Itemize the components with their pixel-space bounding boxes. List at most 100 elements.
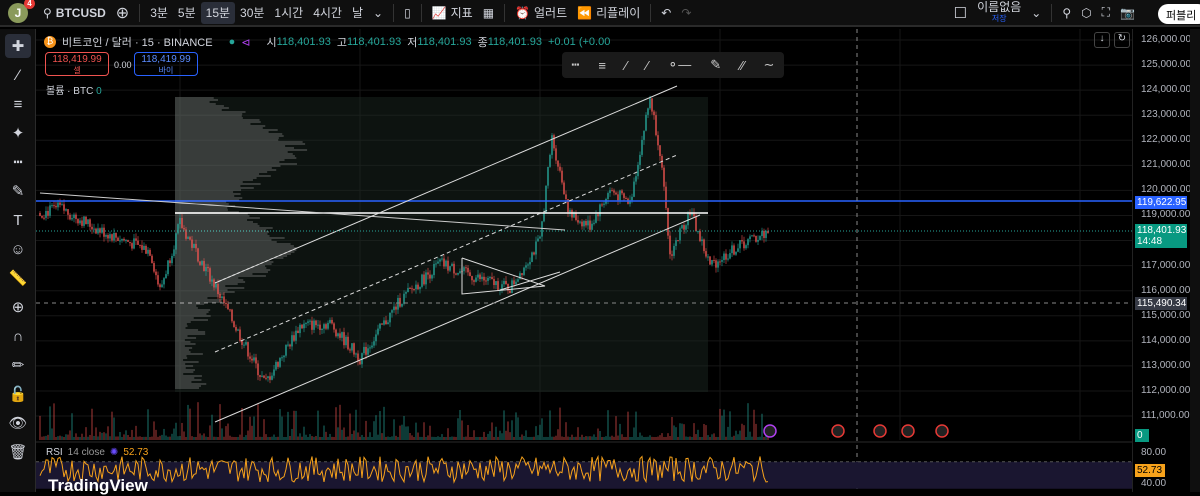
candle — [103, 227, 105, 237]
candle — [477, 274, 479, 278]
volume-bar — [643, 436, 645, 440]
candle-type-icon[interactable]: ▯ — [404, 5, 411, 20]
scroll-down-icon[interactable]: ↓ — [1094, 32, 1110, 48]
volume-bar — [615, 416, 617, 440]
candle — [239, 329, 241, 341]
volume-bar — [187, 404, 189, 440]
emoji-icon[interactable]: ☺ — [10, 240, 26, 258]
fullscreen-icon[interactable]: ⛶ — [1101, 5, 1111, 19]
candle — [317, 324, 319, 326]
layout-checkbox-icon[interactable]: ☐ — [953, 4, 968, 22]
candle — [657, 135, 659, 146]
candle — [727, 258, 729, 260]
volume-bar — [481, 436, 483, 440]
price-tick: 125,000.00 — [1141, 59, 1192, 71]
volume-bar — [113, 417, 115, 440]
add-symbol-icon[interactable]: ⊕ — [115, 4, 130, 22]
notification-badge: 4 — [24, 0, 35, 9]
sell-button[interactable]: 118,419.99 셀 — [45, 52, 109, 76]
candle — [479, 274, 481, 280]
zoom-in-icon[interactable]: ⊕ — [11, 299, 25, 316]
eye-icon[interactable]: 👁 — [8, 415, 28, 432]
interval-1h[interactable]: 1시간 — [274, 6, 304, 20]
templates-icon[interactable]: ▦ — [482, 5, 495, 20]
candle — [361, 353, 363, 365]
publish-button[interactable]: 퍼블리 — [1158, 4, 1200, 24]
price-chart[interactable] — [36, 29, 1190, 492]
lock-drawings-icon[interactable]: ✏ — [11, 357, 25, 374]
indicators-button[interactable]: 📈 지표 — [431, 5, 473, 21]
volume-bar — [93, 435, 95, 440]
horizontal-ray-icon[interactable]: ⚬— — [667, 57, 692, 72]
volume-bar — [137, 436, 139, 440]
price-tick: 117,000.00 — [1141, 259, 1191, 271]
interval-3m[interactable]: 3분 — [150, 6, 168, 20]
interval-15m[interactable]: 15분 — [200, 1, 236, 24]
volume-bar — [281, 416, 283, 440]
text-icon[interactable]: T — [13, 211, 23, 229]
candle — [45, 210, 47, 218]
candle — [367, 348, 369, 355]
fork-icon[interactable]: ┅ — [571, 57, 580, 72]
magnet-icon[interactable]: ∩ — [12, 327, 24, 345]
volume-bar — [589, 436, 591, 440]
candle — [151, 255, 153, 264]
volume-bar — [595, 436, 597, 440]
unlock-icon[interactable]: 🔓 — [8, 386, 28, 403]
quick-search-icon[interactable]: ⚲ — [1062, 5, 1072, 20]
brush-icon[interactable]: ✎ — [11, 183, 25, 200]
high-value: 118,401.93 — [346, 36, 402, 48]
buy-button[interactable]: 118,419.99 바이 — [134, 52, 198, 76]
trash-icon[interactable]: 🗑 — [8, 444, 28, 461]
fib-icon[interactable]: ≡ — [13, 95, 23, 113]
candle — [683, 225, 685, 230]
settings-icon[interactable]: ✺ — [109, 447, 119, 458]
candle — [59, 202, 61, 205]
parallel-channel-icon[interactable]: ∕∕ — [740, 57, 745, 73]
crosshair-icon[interactable]: ✚ — [5, 34, 31, 58]
forecast-icon[interactable]: ┅ — [13, 154, 23, 171]
interval-30m[interactable]: 30분 — [240, 6, 265, 20]
candle — [601, 204, 603, 206]
alert-button[interactable]: ⏰ 얼러트 — [515, 5, 568, 21]
candle — [251, 358, 253, 361]
volume-bar — [705, 425, 707, 440]
candle — [765, 231, 767, 238]
interval-day[interactable]: 날 — [351, 6, 363, 20]
volume-bar — [103, 432, 105, 440]
interval-5m[interactable]: 5분 — [177, 6, 196, 20]
ray-icon[interactable]: ∕ — [646, 57, 649, 73]
settings-icon[interactable]: ⬡ — [1081, 5, 1092, 20]
triangle-pattern — [461, 257, 546, 295]
volume-bar — [171, 433, 173, 440]
price-tick: 113,000.00 — [1141, 359, 1191, 371]
brush-icon[interactable]: ✎ — [710, 57, 722, 72]
volume-bar — [629, 437, 631, 440]
replay-button[interactable]: ⏪ 리플레이 — [577, 5, 641, 21]
candle — [681, 225, 683, 229]
reset-scale-icon[interactable]: ↻ — [1114, 32, 1130, 48]
layout-name[interactable]: 이름없음 저장 — [977, 0, 1022, 23]
chevron-down-icon[interactable]: ⌄ — [373, 5, 384, 20]
ruler-icon[interactable]: 📏 — [8, 270, 28, 287]
share-icon[interactable]: ⊲ — [241, 36, 251, 49]
undo-icon[interactable]: ↶ — [661, 5, 672, 20]
fib-icon[interactable]: ≡ — [598, 57, 606, 73]
candle — [733, 245, 735, 255]
candle — [249, 356, 251, 359]
price-tick: 116,000.00 — [1141, 284, 1191, 296]
candle — [631, 196, 633, 201]
camera-icon[interactable]: 📷 — [1120, 5, 1135, 20]
redo-icon[interactable]: ↷ — [681, 5, 692, 20]
price-axis[interactable]: 126,000.00 125,000.00 124,000.00 123,000.00… — [1132, 29, 1192, 492]
chevron-down-icon[interactable]: ⌄ — [1031, 5, 1042, 20]
pattern-icon[interactable]: ∼ — [763, 57, 775, 72]
trendline-icon[interactable]: ∕ — [624, 57, 628, 73]
interval-4h[interactable]: 4시간 — [313, 6, 342, 20]
symbol-search[interactable]: ⚲ BTCUSD — [43, 5, 106, 20]
trendline-icon[interactable]: ∕ — [16, 66, 20, 84]
candle — [335, 329, 337, 337]
pattern-icon[interactable]: ✦ — [11, 125, 25, 142]
volume-bar — [513, 436, 515, 440]
